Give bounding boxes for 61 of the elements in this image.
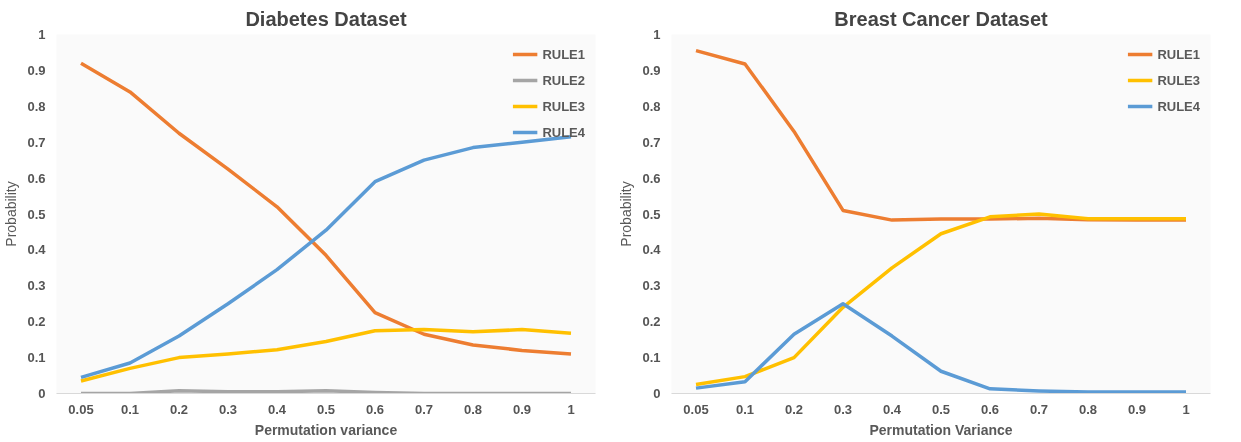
x-axis-title: Permutation Variance — [869, 421, 1013, 438]
x-tick-label: 0.4 — [882, 401, 902, 417]
x-tick-label: 0.9 — [1127, 401, 1147, 417]
x-tick-label: 0.05 — [68, 401, 94, 417]
y-tick-label: 0.9 — [27, 62, 46, 78]
legend-label: RULE3 — [1157, 72, 1200, 88]
chart-title: Breast Cancer Dataset — [834, 7, 1049, 30]
y-tick-label: 1 — [38, 27, 46, 42]
legend-label: RULE4 — [1157, 98, 1200, 114]
x-axis-title: Permutation variance — [254, 421, 398, 438]
y-axis-title: Probability — [3, 181, 20, 247]
y-tick-label: 0.1 — [27, 350, 46, 366]
legend-label: RULE1 — [542, 46, 585, 62]
y-tick-label: 0.8 — [642, 98, 661, 114]
y-tick-label: 0.4 — [642, 242, 662, 258]
y-axis-title: Probability — [618, 181, 635, 247]
y-tick-label: 0.5 — [27, 206, 46, 222]
y-tick-label: 0.8 — [27, 98, 46, 114]
y-tick-label: 0.1 — [642, 350, 661, 366]
legend-label: RULE3 — [542, 98, 585, 114]
x-tick-label: 1 — [567, 401, 575, 417]
y-tick-label: 0.9 — [642, 62, 661, 78]
x-tick-label: 0.1 — [120, 401, 140, 417]
y-tick-label: 0.7 — [27, 134, 46, 150]
legend-label: RULE1 — [1157, 46, 1200, 62]
x-tick-label: 0.1 — [735, 401, 755, 417]
y-tick-label: 0.3 — [27, 278, 46, 294]
y-tick-label: 0.4 — [27, 242, 47, 258]
x-tick-label: 0.5 — [316, 401, 336, 417]
x-tick-label: 0.3 — [218, 401, 238, 417]
x-tick-label: 0.2 — [169, 401, 189, 417]
y-tick-label: 0 — [38, 386, 46, 401]
x-tick-label: 0.8 — [1078, 401, 1098, 417]
x-tick-label: 0.3 — [833, 401, 853, 417]
y-tick-label: 0.6 — [27, 170, 46, 186]
x-tick-label: 1 — [1182, 401, 1190, 417]
x-tick-label: 0.9 — [512, 401, 532, 417]
y-tick-label: 0.2 — [27, 314, 46, 330]
y-tick-label: 0.5 — [642, 206, 661, 222]
x-tick-label: 0.7 — [414, 401, 434, 417]
x-tick-label: 0.5 — [931, 401, 951, 417]
line-series — [79, 135, 573, 380]
x-tick-label: 0.8 — [463, 401, 483, 417]
x-tick-label: 0.05 — [683, 401, 709, 417]
chart-title: Diabetes Dataset — [245, 7, 407, 30]
x-tick-label: 0.2 — [784, 401, 804, 417]
x-tick-label: 0.4 — [267, 401, 287, 417]
line-series — [694, 302, 1188, 394]
y-tick-label: 0.6 — [642, 170, 661, 186]
x-tick-label: 0.6 — [980, 401, 1000, 417]
y-tick-label: 0.3 — [642, 278, 661, 294]
legend-label: RULE2 — [542, 72, 585, 88]
y-tick-label: 0.7 — [642, 134, 661, 150]
line-series — [79, 327, 573, 383]
line-series — [694, 212, 1188, 387]
y-tick-label: 1 — [653, 27, 661, 42]
y-tick-label: 0 — [653, 386, 661, 401]
x-tick-label: 0.7 — [1029, 401, 1049, 417]
x-tick-label: 0.6 — [365, 401, 385, 417]
legend-label: RULE4 — [542, 124, 585, 140]
y-tick-label: 0.2 — [642, 314, 661, 330]
